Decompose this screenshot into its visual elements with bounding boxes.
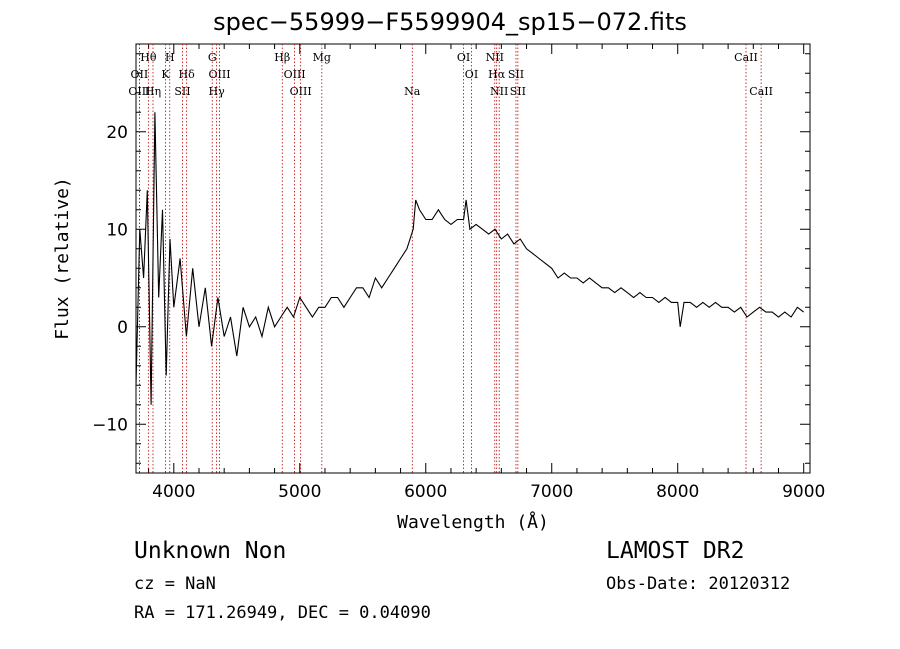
y-tick-label: 10 — [106, 220, 128, 240]
spectral-line-label: NII — [490, 85, 508, 98]
y-axis-label: Flux (relative) — [52, 177, 73, 340]
spectral-line-label: Hβ — [274, 51, 290, 64]
spectral-line-label: OIII — [290, 85, 312, 98]
spectral-line-label: H — [165, 51, 175, 64]
chart-title: spec−55999−F5599904_sp15−072.fits — [213, 8, 687, 36]
spectral-line-label: K — [161, 68, 170, 81]
y-tick-label: 0 — [117, 318, 128, 338]
redshift-label: cz = NaN — [134, 574, 216, 594]
spectral-line-label: G — [208, 51, 217, 64]
survey-label: LAMOST DR2 — [606, 538, 745, 564]
x-tick-label: 5000 — [278, 482, 321, 502]
x-tick-label: 8000 — [656, 482, 699, 502]
plot-frame — [135, 43, 811, 474]
spectral-line-label: Hθ — [140, 51, 157, 64]
spectral-line-label: OIII — [128, 85, 150, 98]
spectral-line-label: Hδ — [179, 68, 196, 81]
x-axis-label: Wavelength (Å) — [397, 511, 549, 533]
spectral-line-label: Hα — [488, 68, 506, 81]
spectral-line-label: Hγ — [209, 85, 226, 98]
spectral-line-label: OIII — [284, 68, 306, 81]
y-tick-label: −10 — [92, 415, 128, 435]
spectral-line-label: CaII — [734, 51, 758, 64]
spectral-line-label: SII — [508, 68, 524, 81]
spectral-line-label: OI — [457, 51, 470, 64]
x-tick-label: 9000 — [782, 482, 825, 502]
spectral-line-label: Mg — [313, 51, 331, 64]
spectral-line-label: SII — [510, 85, 526, 98]
spectral-line-label: Hη — [145, 85, 161, 98]
object-class-label: Unknown Non — [134, 538, 287, 564]
spectral-line-label: Na — [404, 85, 421, 98]
spectral-line-label: CaII — [749, 85, 773, 98]
spectrum-series-line — [135, 112, 805, 405]
y-tick-label: 20 — [106, 123, 128, 143]
spectral-line-label: OII — [131, 68, 149, 81]
obs-date-label: Obs-Date: 20120312 — [606, 574, 791, 594]
spectrum-chart: 4000 5000 6000 7000 8000 9000 −10 0 10 20 Waveleng… — [52, 43, 825, 533]
spectral-line-label: OIII — [208, 68, 230, 81]
spectral-line-label: SII — [174, 85, 190, 98]
x-tick-label: 6000 — [404, 482, 447, 502]
x-tick-label: 4000 — [152, 482, 195, 502]
x-tick-label: 7000 — [530, 482, 573, 502]
spectral-line-label: NII — [486, 51, 504, 64]
spectral-line-label: OI — [465, 68, 478, 81]
coordinates-label: RA = 171.26949, DEC = 0.04090 — [134, 603, 431, 623]
